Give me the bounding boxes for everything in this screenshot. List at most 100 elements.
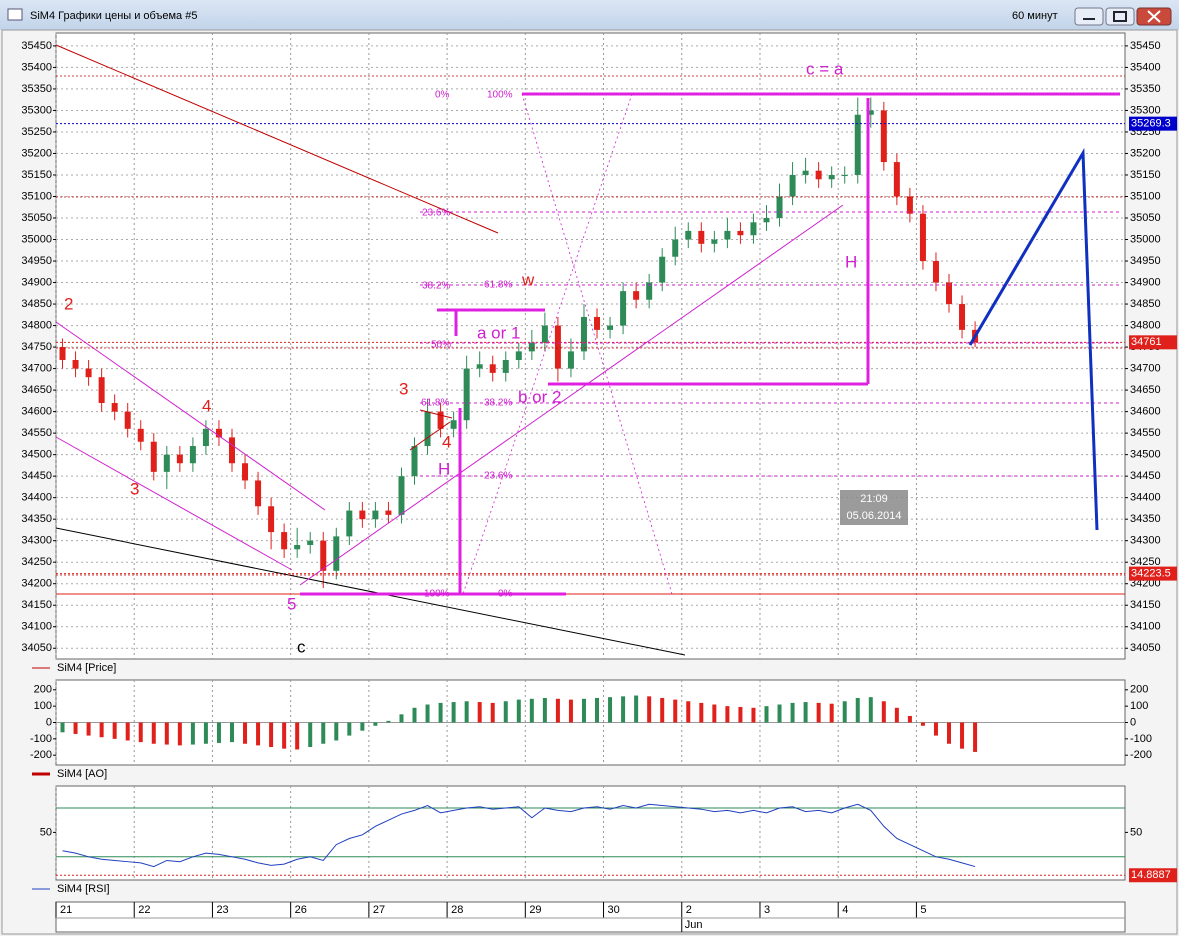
- tooltip-date: 05.06.2014: [846, 510, 901, 522]
- trend-line: [419, 409, 453, 419]
- histogram-bar: [855, 697, 860, 723]
- candle-body: [489, 364, 496, 373]
- candle-body: [346, 510, 353, 537]
- candle-body: [502, 359, 509, 373]
- y-tick-label: -100: [30, 733, 52, 745]
- tooltip: [840, 490, 908, 525]
- histogram-bar: [334, 722, 339, 741]
- drawings: [55, 44, 1125, 656]
- candle-body: [333, 536, 340, 571]
- histogram-bar: [464, 701, 469, 723]
- fib-label: 23.6%: [422, 208, 450, 219]
- marker-label: 14.8887: [1131, 869, 1171, 881]
- time-tick-label: 27: [373, 904, 385, 916]
- channel-line: [55, 436, 293, 571]
- histogram-bar: [712, 704, 717, 723]
- histogram-bar: [360, 722, 365, 731]
- wave-label: 4: [442, 432, 451, 451]
- wave-label: 2: [64, 294, 73, 313]
- histogram-bar: [568, 699, 573, 723]
- candle-body: [189, 446, 196, 464]
- candle-body: [724, 230, 731, 240]
- candle-body: [215, 428, 222, 438]
- height-label: H: [438, 459, 450, 478]
- y-tick-label: 34600: [1130, 406, 1161, 418]
- histogram-bar: [177, 722, 182, 746]
- histogram-bar: [764, 706, 769, 723]
- y-tick-label: 35100: [1130, 190, 1161, 202]
- candle-body: [854, 114, 861, 175]
- marker-label: 35269.3: [1131, 118, 1171, 130]
- time-tick-label: 23: [216, 904, 228, 916]
- histogram-bar: [138, 722, 143, 743]
- candle-body: [202, 428, 209, 447]
- candle-body: [685, 230, 692, 240]
- histogram-bar: [595, 697, 600, 723]
- y-tick-label: 34300: [1130, 535, 1161, 547]
- histogram-bar: [725, 706, 730, 723]
- y-tick-label: 35400: [21, 61, 52, 73]
- histogram-bar: [269, 722, 274, 748]
- candle-body: [85, 368, 92, 378]
- candle-body: [163, 454, 170, 472]
- candle-body: [698, 230, 705, 244]
- y-tick-label: 34150: [1130, 599, 1161, 611]
- candle-body: [815, 170, 822, 180]
- histogram-bar: [660, 697, 665, 723]
- candle-body: [776, 196, 783, 219]
- minimize-button[interactable]: [1074, 7, 1104, 26]
- candle-body: [359, 510, 366, 520]
- marker-label-bg: [1129, 868, 1177, 883]
- candle-body: [515, 351, 522, 360]
- wave-label: c: [297, 637, 306, 656]
- histogram-bar: [920, 722, 925, 726]
- y-tick-label: 34400: [21, 492, 52, 504]
- histogram-bar: [243, 722, 248, 744]
- candle-body: [424, 411, 431, 447]
- y-tick-label: 34850: [1130, 298, 1161, 310]
- y-tick-label: 0: [46, 716, 52, 728]
- candle-body: [828, 174, 835, 180]
- rsi-line: [62, 803, 976, 868]
- histogram-bar: [73, 722, 78, 734]
- fib-label: 100%: [424, 589, 450, 600]
- candle-body: [867, 110, 874, 115]
- candle-body: [268, 506, 275, 533]
- trend-line: [299, 204, 844, 586]
- restore-button[interactable]: [1105, 7, 1135, 26]
- y-tick-label: 34050: [21, 642, 52, 654]
- candle-body: [959, 304, 966, 330]
- y-tick-label: 35450: [21, 40, 52, 52]
- candle-body: [242, 463, 249, 481]
- time-tick-label: 3: [764, 904, 770, 916]
- histogram-bar: [412, 707, 417, 723]
- histogram-bar: [490, 702, 495, 723]
- candle-body: [228, 437, 235, 464]
- candle-body: [307, 540, 314, 545]
- fib-label: 0%: [435, 90, 450, 101]
- y-tick-label: -100: [1130, 733, 1152, 745]
- histogram-bar: [894, 707, 899, 723]
- candle-body: [111, 403, 118, 412]
- candle-body: [893, 162, 900, 197]
- y-tick-label: 34800: [21, 319, 52, 331]
- fib-label: 23.6%: [484, 471, 512, 482]
- y-tick-label: 50: [1130, 826, 1142, 838]
- histogram-bar: [868, 697, 873, 723]
- wave-label: 5: [287, 594, 296, 613]
- histogram-bar: [738, 706, 743, 723]
- candle-body: [150, 441, 157, 472]
- y-tick-label: 35200: [21, 147, 52, 159]
- time-tick-label: 22: [138, 904, 150, 916]
- marker-label: 34223.5: [1131, 568, 1171, 580]
- window-icon: [7, 8, 23, 21]
- y-tick-label: 35450: [1130, 40, 1161, 52]
- candle-body: [646, 282, 653, 300]
- candle-body: [72, 359, 79, 369]
- time-tick-label: 5: [920, 904, 926, 916]
- histogram-bar: [555, 698, 560, 723]
- time-axis: [55, 901, 1126, 933]
- wave-label: w: [521, 270, 535, 289]
- histogram-bar: [308, 722, 313, 748]
